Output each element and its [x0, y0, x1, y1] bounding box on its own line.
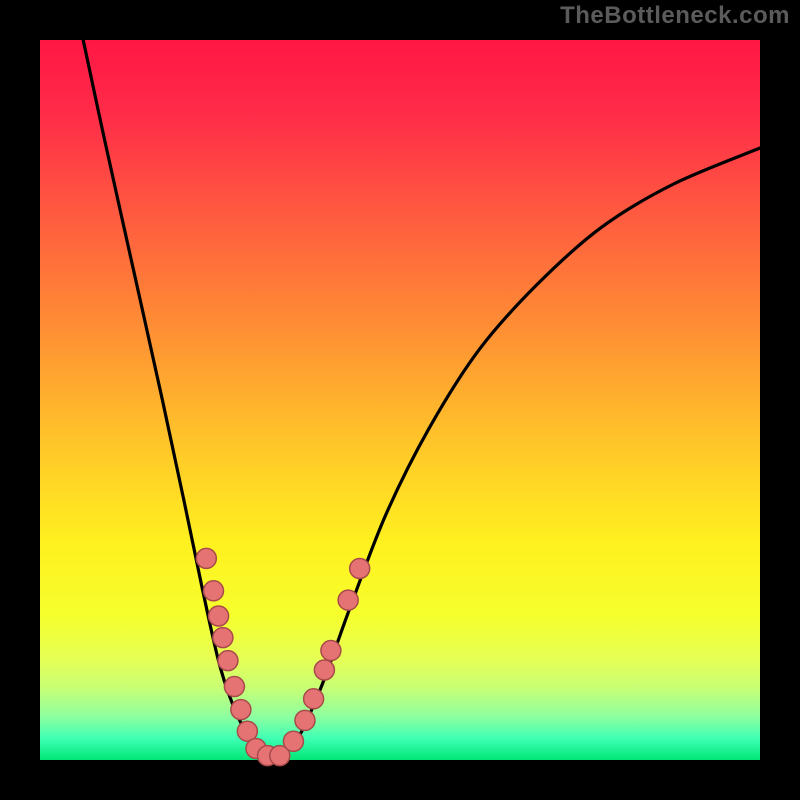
chart-stage: TheBottleneck.com [0, 0, 800, 800]
plot-area [40, 40, 760, 760]
watermark-text: TheBottleneck.com [560, 2, 790, 30]
